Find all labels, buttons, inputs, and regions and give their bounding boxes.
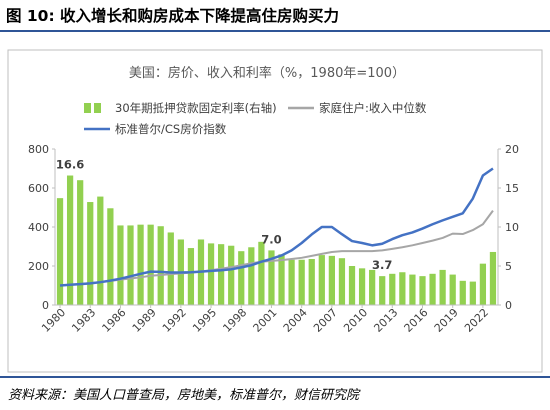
rate-bar-2006 [318,255,325,305]
legend-label-income_ratio: 家庭住户:收入中位数 [319,101,427,115]
legend-label-cs_index: 标准普尔/CS房价指数 [115,122,227,136]
rate-bar-2003 [288,259,295,305]
x-tick-label-2010: 2010 [341,306,370,335]
source-rule [0,376,550,378]
rate-bar-2009 [348,266,356,305]
rate-bar-1990 [157,226,164,305]
rate-bar-2012 [379,276,386,305]
rate-bar-1986 [117,225,124,305]
y-left-tick-label-800: 800 [28,143,49,156]
rate-bar-1984 [97,196,104,305]
rate-bar-1991 [167,232,174,305]
x-tick-label-2019: 2019 [432,306,461,335]
rate-bar-2018 [439,269,446,305]
x-tick-label-2022: 2022 [462,306,491,335]
source-note: 资料来源：美国人口普查局，房地美，标准普尔，财信研究院 [8,388,360,403]
legend-label-rate: 30年期抵押贷款固定利率(右轴) [115,101,277,115]
rate-bar-2015 [409,274,416,305]
x-tick-label-1992: 1992 [160,306,189,335]
rate-bar-2013 [389,273,396,305]
rate-bar-2014 [399,272,406,305]
rate-bar-1996 [218,244,225,305]
rate-bar-2016 [419,276,426,305]
rate-bar-2001 [268,250,275,305]
y-right-tick-label-10: 10 [505,221,519,234]
rate-bar-1989 [147,224,154,305]
rate-bar-2008 [338,258,346,305]
rate-bar-2020 [459,280,466,305]
cs_index-line [59,167,494,287]
x-tick-label-1998: 1998 [220,306,249,335]
rate-bar-1995 [207,243,215,305]
rate-bar-1981 [66,175,74,305]
legend-swatch-rate-b [94,103,101,113]
annotation-1981: 16.6 [56,158,84,172]
y-right-tick-label-15: 15 [505,182,519,195]
rate-bar-2007 [328,255,335,305]
rate-bar-2010 [358,268,366,305]
x-tick-label-2004: 2004 [281,306,310,335]
rate-bar-2023 [489,251,497,305]
rate-bar-1983 [87,202,94,305]
x-tick-label-2013: 2013 [371,306,400,335]
rate-bar-1987 [127,225,134,305]
x-tick-label-1986: 1986 [100,306,129,335]
rate-bar-1998 [238,251,245,305]
annotation-2012: 3.7 [372,258,392,272]
rate-bar-2000 [258,241,265,305]
x-tick-label-1989: 1989 [130,306,159,335]
x-tick-label-2001: 2001 [251,306,280,335]
legend-swatch-rate [84,103,91,113]
x-tick-label-1983: 1983 [69,306,98,335]
rate-bar-1985 [107,208,114,305]
index-lines [59,167,494,287]
x-tick-label-2016: 2016 [402,306,431,335]
x-tick-label-2007: 2007 [311,306,340,335]
y-left-tick-label-400: 400 [28,221,49,234]
y-right-tick-label-0: 0 [505,299,512,312]
chart-annotations: 16.6 7.0 3.7 [56,158,392,273]
y-right-tick-label-20: 20 [505,143,519,156]
rate-bar-2002 [278,254,285,305]
figure-title: 图 10: 收入增长和购房成本下降提高住房购买力 [6,7,340,25]
rate-bar-2004 [298,259,305,305]
rate-bar-1988 [137,224,144,305]
rate-bar-1980 [56,198,64,305]
title-rule [0,30,550,32]
rate-bar-1982 [77,180,84,305]
rate-bar-2019 [449,274,456,305]
rate-bar-1999 [248,247,255,305]
y-left-tick-label-0: 0 [42,299,49,312]
chart-title: 美国：房价、收入和利率（%，1980年=100） [129,65,405,81]
rate-bar-2021 [469,281,476,305]
rate-bar-2017 [429,273,436,305]
rate-bar-2022 [479,263,487,305]
chart-frame [7,49,543,373]
y-left-tick-label-200: 200 [28,260,49,273]
annotation-2001: 7.0 [261,232,281,246]
y-right-tick-label-5: 5 [505,260,512,273]
rate-bar-1993 [187,248,195,305]
y-left-tick-label-600: 600 [28,182,49,195]
rate-bar-1997 [228,245,235,305]
rate-bar-2011 [369,269,376,305]
income_ratio-line [59,210,494,287]
rate-bar-2005 [308,258,315,305]
x-tick-label-1995: 1995 [190,306,219,335]
